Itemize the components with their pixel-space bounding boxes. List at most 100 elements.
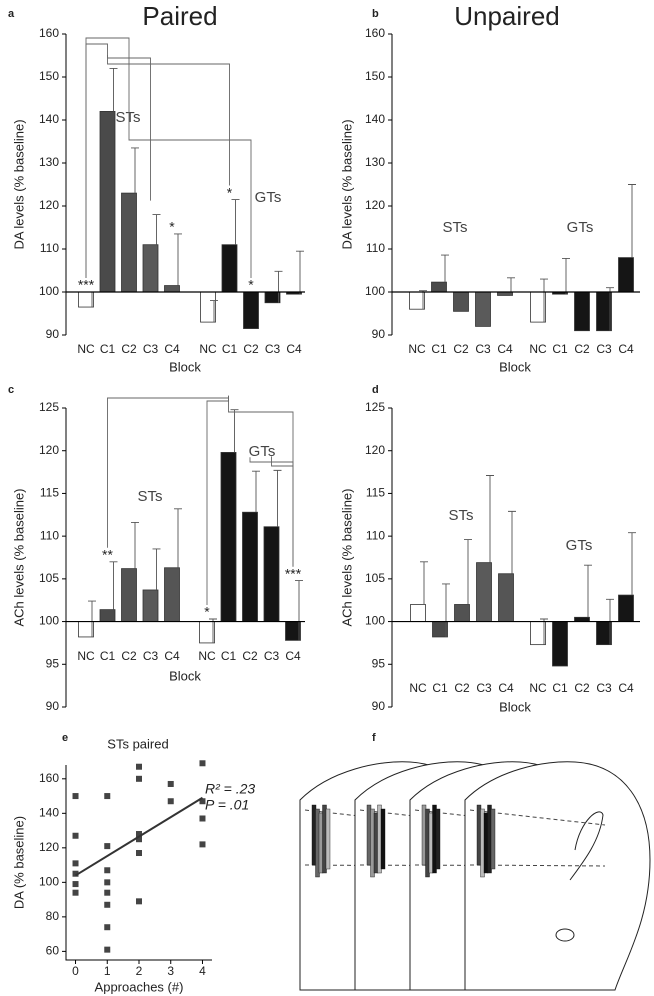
y-tick-label: 110 [366, 241, 385, 255]
bracket [107, 54, 230, 186]
y-tick-label: 90 [372, 327, 386, 341]
x-tick-label: C4 [618, 342, 634, 356]
bracket [128, 133, 252, 278]
ventricle [569, 811, 604, 881]
group-label: GTs [249, 443, 276, 460]
point [104, 867, 111, 874]
y-tick-label: 120 [365, 198, 385, 212]
bar [242, 511, 258, 622]
y-tick-label: 130 [39, 155, 59, 169]
x-tick-label: C3 [143, 649, 159, 663]
x-tick-label: C4 [497, 342, 513, 356]
bar [142, 244, 159, 293]
error-bar [131, 147, 139, 194]
x-axis-label: Block [169, 359, 201, 374]
bar [78, 621, 94, 638]
point [72, 860, 79, 867]
x-axis-label: Approaches (#) [95, 979, 184, 994]
panel-label: a [8, 8, 15, 20]
bar [574, 616, 590, 622]
error-bar [508, 510, 516, 574]
y-tick-label: 120 [39, 443, 59, 457]
significance: ** [102, 546, 113, 562]
bar [454, 604, 470, 622]
x-tick-label: C4 [285, 649, 301, 663]
y-tick-label: 120 [39, 198, 59, 212]
x-tick-label: C3 [476, 681, 492, 695]
bar [164, 285, 180, 293]
error-bar [274, 270, 283, 303]
bar [285, 621, 301, 641]
error-bar [441, 254, 449, 283]
error-bar [209, 618, 217, 643]
error-bar [109, 67, 118, 112]
error-bar [419, 290, 427, 310]
y-axis-label: ACh levels (% baseline) [11, 488, 26, 626]
y-tick-label: 80 [46, 909, 60, 923]
annotation: R² = .23 [205, 781, 255, 797]
x-tick-label: C2 [574, 342, 590, 356]
point [199, 760, 206, 767]
point [136, 836, 142, 843]
error-bar [109, 561, 118, 610]
x-tick-label: NC [199, 342, 217, 356]
error-bar [442, 583, 450, 637]
error-bar [540, 618, 548, 645]
error-bar [540, 278, 548, 323]
y-tick-label: 100 [365, 284, 385, 298]
y-tick-label: 125 [365, 400, 385, 414]
y-tick-label: 90 [372, 699, 386, 713]
x-tick-label: C3 [264, 649, 280, 663]
bracket [271, 456, 294, 567]
y-tick-label: 160 [39, 771, 59, 785]
error-bar [131, 522, 139, 569]
probe [380, 808, 386, 870]
y-tick-label: 95 [46, 656, 60, 670]
x-tick-label: C4 [164, 342, 180, 356]
y-tick-label: 160 [39, 26, 59, 40]
x-tick-label: C1 [431, 342, 447, 356]
error-bar [174, 508, 182, 568]
x-tick-label: NC [77, 649, 95, 663]
y-tick-label: 105 [365, 571, 385, 585]
error-bar [230, 409, 239, 453]
y-tick-label: 125 [39, 400, 59, 414]
y-tick-label: 100 [39, 284, 59, 298]
point [167, 798, 174, 805]
x-axis-label: Block [499, 699, 531, 714]
y-tick-label: 140 [365, 112, 385, 126]
point [199, 798, 206, 805]
y-tick-label: 60 [46, 944, 60, 958]
x-tick-label: C4 [498, 681, 514, 695]
x-tick-label: C4 [618, 681, 634, 695]
group-label: STs [115, 109, 140, 126]
x-tick-label: C3 [596, 342, 612, 356]
group-label: GTs [566, 537, 593, 554]
column-title: Unpaired [454, 1, 560, 31]
axes [65, 765, 212, 961]
error-bar [88, 600, 96, 637]
probe [490, 808, 496, 870]
bar [498, 573, 514, 622]
probe [435, 808, 441, 870]
bar [243, 291, 259, 329]
bar [78, 291, 94, 308]
bar [200, 291, 216, 323]
x-tick-label: C3 [475, 342, 491, 356]
group-label: GTs [567, 219, 594, 236]
panel-label: f [372, 732, 376, 744]
y-tick-label: 100 [365, 614, 385, 628]
bar [552, 621, 568, 667]
x-tick-label: C3 [265, 342, 281, 356]
point [104, 946, 111, 953]
bar [596, 621, 612, 646]
group-label: STs [442, 219, 467, 236]
point [136, 763, 142, 770]
point [104, 889, 111, 896]
x-tick-label: C2 [121, 649, 137, 663]
error-bar [296, 250, 304, 295]
error-bar [174, 233, 182, 286]
bar [409, 291, 425, 310]
point [72, 889, 79, 896]
